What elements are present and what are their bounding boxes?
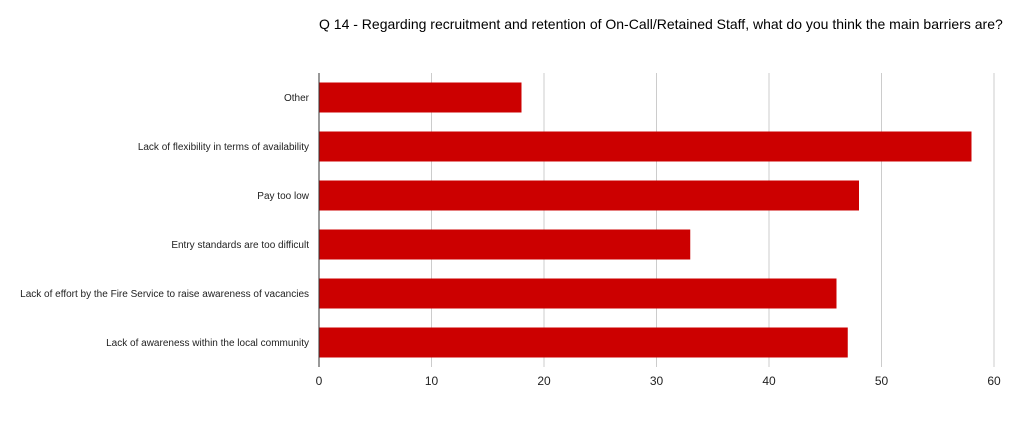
bar	[319, 82, 522, 113]
x-tick-label: 60	[987, 374, 1001, 388]
category-label: Lack of awareness within the local commu…	[106, 338, 309, 349]
bar	[319, 278, 837, 309]
bar	[319, 327, 848, 358]
x-tick-label: 20	[537, 374, 551, 388]
x-tick-label: 10	[425, 374, 439, 388]
category-labels: Other Lack of flexibility in terms of ava…	[20, 93, 310, 349]
category-label: Lack of effort by the Fire Service to ra…	[20, 289, 309, 300]
x-tick-label: 30	[650, 374, 664, 388]
x-tick-labels: 0 10 20 30 40 50 60	[316, 374, 1001, 388]
x-tick-label: 0	[316, 374, 323, 388]
bars	[319, 82, 972, 358]
bar	[319, 131, 972, 162]
category-label: Lack of flexibility in terms of availabi…	[138, 142, 309, 153]
category-label: Pay too low	[257, 191, 309, 202]
category-label: Other	[284, 93, 310, 104]
x-tick-label: 40	[762, 374, 776, 388]
category-label: Entry standards are too difficult	[171, 240, 309, 251]
bar	[319, 229, 691, 260]
chart-title: Q 14 - Regarding recruitment and retenti…	[319, 16, 1003, 32]
bar	[319, 180, 859, 211]
gridlines	[431, 73, 995, 367]
x-tick-label: 50	[875, 374, 889, 388]
